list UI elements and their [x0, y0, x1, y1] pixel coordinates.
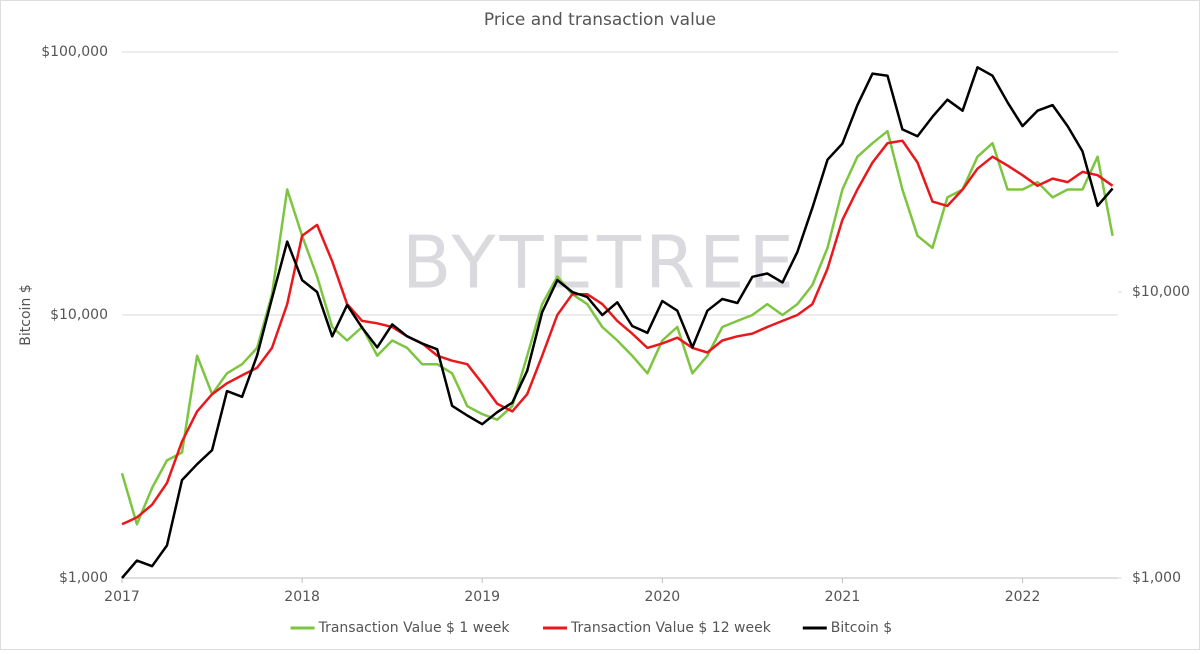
x-tick-label: 2017: [104, 589, 140, 605]
y-tick-label: $1,000: [59, 570, 108, 586]
x-tick-label: 2021: [825, 589, 861, 605]
y-axis-label: Bitcoin $: [18, 284, 34, 345]
series-line: [121, 139, 1114, 526]
series-line: [120, 129, 1114, 526]
y-tick-label: $100,000: [41, 44, 108, 60]
series-line: [121, 66, 1114, 579]
y2-tick-label: $10,000: [1132, 284, 1190, 300]
y2-tick-label: $1,000: [1132, 570, 1181, 586]
x-tick-label: 2022: [1005, 589, 1041, 605]
legend-label: Transaction Value $ 12 week: [570, 620, 772, 636]
legend-label: Bitcoin $: [831, 620, 892, 636]
chart-title: Price and transaction value: [484, 10, 716, 30]
x-tick-label: 2018: [284, 589, 320, 605]
legend-label: Transaction Value $ 1 week: [318, 620, 511, 636]
x-tick-label: 2020: [645, 589, 681, 605]
y-tick-label: $10,000: [50, 307, 108, 323]
x-tick-label: 2019: [464, 589, 500, 605]
watermark: BYTETREE: [402, 221, 798, 305]
